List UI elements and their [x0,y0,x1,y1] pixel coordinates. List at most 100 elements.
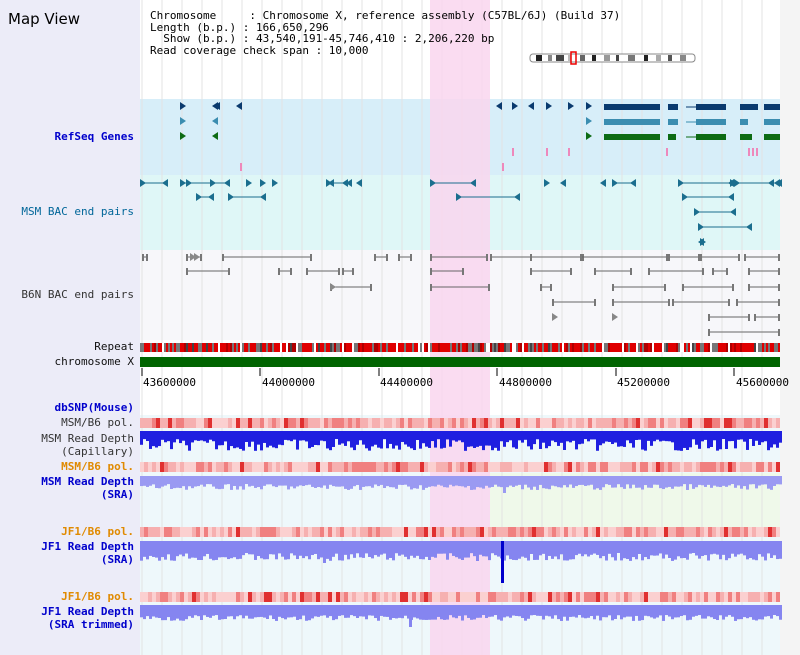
repeat-element [366,343,368,352]
msm-sra-depth-bar [263,476,266,486]
jf1-pol2-cell [332,592,336,602]
jf1-pol-cell [636,527,640,537]
msm-sra-depth-bar [392,476,395,488]
jf1-trimmed-depth-bar [212,605,215,616]
msm-capillary-depth-bar [158,431,161,447]
repeat-element [600,343,602,352]
msm-pol-cell [432,418,436,428]
msm-pol2-cell [568,462,572,472]
msm-pol2-cell [744,462,748,472]
track-label-jf1-depth-sra[interactable]: JF1 Read Depth [41,540,134,553]
track-label-msm-pol-1[interactable]: MSM/B6 pol. [61,416,134,429]
msm-pol-cell [440,418,444,428]
b6n-bac-end-marker [142,254,144,261]
msm-sra-depth-bar [350,476,353,489]
jf1-trimmed-depth-bar [743,605,746,618]
jf1-trimmed-depth-bar [719,605,722,616]
jf1-sra-depth-bar [764,541,767,561]
track-label-msm-pol-2[interactable]: MSM/B6 pol. [61,460,134,473]
repeat-element [580,343,582,352]
msm-sra-depth-bar [302,476,305,486]
track-label-chromosome[interactable]: chromosome X [54,355,134,368]
msm-pol2-cell [364,462,368,472]
b6n-bac-end-marker [190,253,196,261]
msm-sra-depth-bar [254,476,257,488]
jf1-trimmed-depth-bar [482,605,485,616]
msm-capillary-depth-bar [161,431,164,440]
track-label-b6n-bac[interactable]: B6N BAC end pairs [21,288,134,301]
msm-bac-end-marker [356,179,362,187]
track-label-msm-depth-cap[interactable]: MSM Read Depth [41,432,134,445]
msm-pol2-cell [620,462,624,472]
msm-pol2-cell [656,462,660,472]
msm-sra-depth-bar [776,476,779,485]
track-label-msm-bac[interactable]: MSM BAC end pairs [21,205,134,218]
track-label-refseq[interactable]: RefSeq Genes [54,130,134,143]
msm-pol-cell [224,418,228,428]
track-label-jf1-depth-trim[interactable]: JF1 Read Depth [41,605,134,618]
b6n-bac-end-marker [570,268,572,275]
jf1-sra-depth-bar [452,541,455,556]
b6n-bac-end-marker [666,254,668,261]
track-label-repeat[interactable]: Repeat [94,340,134,353]
msm-pol2-cell [320,462,324,472]
msm-sra-depth-bar [503,476,506,493]
refseq-gene-block [764,104,780,110]
msm-sra-depth-bar [536,476,539,490]
track-label-jf1-pol-2[interactable]: JF1/B6 pol. [61,590,134,603]
jf1-trimmed-depth-bar [413,605,416,618]
msm-pol-cell [348,418,352,428]
msm-sra-depth-bar [560,476,563,488]
jf1-trimmed-depth-bar [497,605,500,620]
msm-sra-depth-bar [440,476,443,486]
repeat-element [754,343,756,352]
jf1-trimmed-depth-bar [776,605,779,617]
msm-pol-cell [544,418,548,428]
jf1-sra-depth-bar [518,541,521,559]
repeat-element [320,343,322,352]
b6n-bac-end-marker [410,254,412,261]
repeat-element [582,343,584,352]
msm-capillary-depth-bar [713,431,716,441]
msm-pol2-cell [300,462,304,472]
msm-pol-cell [448,418,452,428]
track-label-dbsnp[interactable]: dbSNP(Mouse) [54,401,134,414]
msm-pol-cell [528,418,532,428]
msm-sra-depth-bar [479,476,482,488]
jf1-pol2-cell [644,592,648,602]
jf1-pol2-cell [448,592,452,602]
jf1-pol2-cell [616,592,620,602]
jf1-sra-depth-bar [746,541,749,560]
msm-sra-depth-bar [212,476,215,487]
jf1-sra-depth-bar [299,541,302,556]
jf1-sra-depth-bar [557,541,560,560]
jf1-trimmed-depth-bar [290,605,293,618]
track-label-msm-depth-sra-sub: (SRA) [100,488,134,501]
jf1-pol2-cell [696,592,700,602]
msm-pol2-cell [356,462,360,472]
msm-pol2-cell [768,462,772,472]
msm-pol-cell [724,418,728,428]
msm-pol2-cell [488,462,492,472]
msm-pol2-cell [628,462,632,472]
msm-pol2-cell [340,462,344,472]
msm-pol-cell [608,418,612,428]
msm-pol2-cell [576,462,580,472]
jf1-pol2-cell [228,592,232,602]
jf1-pol-cell [488,527,492,537]
jf1-pol2-cell [460,592,464,602]
msm-capillary-depth-bar [425,431,428,447]
repeat-element [496,343,498,352]
msm-pol-cell [412,418,416,428]
track-label-jf1-pol-1[interactable]: JF1/B6 pol. [61,525,134,538]
jf1-pol-cell [456,527,460,537]
jf1-pol2-cell [768,592,772,602]
jf1-trimmed-depth-bar [716,605,719,621]
jf1-pol-cell [228,527,232,537]
repeat-element [406,343,408,352]
msm-sra-depth-bar [182,476,185,487]
jf1-trimmed-depth-bar [701,605,704,619]
msm-pol-cell [288,418,292,428]
track-label-msm-depth-sra[interactable]: MSM Read Depth [41,475,134,488]
